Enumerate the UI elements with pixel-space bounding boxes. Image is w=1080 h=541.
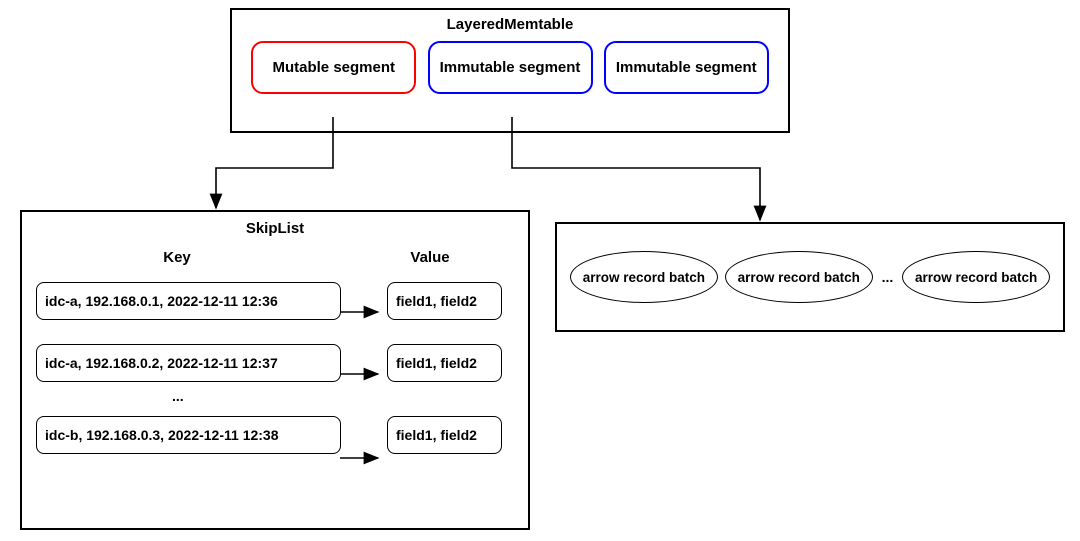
value-cell: field1, field2	[387, 344, 502, 382]
arrow-batch-box: arrow record batch arrow record batch ..…	[555, 222, 1065, 332]
mutable-segment: Mutable segment	[251, 41, 416, 94]
arrow-record-batch-node: arrow record batch	[725, 251, 873, 303]
skiplist-columns-header: Key Value	[22, 245, 528, 276]
immutable-segment-0: Immutable segment	[428, 41, 593, 94]
row-ellipsis: ...	[22, 388, 528, 410]
table-row: idc-b, 192.168.0.3, 2022-12-11 12:38 fie…	[22, 410, 528, 460]
arrow-record-batch-node: arrow record batch	[902, 251, 1050, 303]
key-cell: idc-a, 192.168.0.1, 2022-12-11 12:36	[36, 282, 341, 320]
arrow-record-batch-node: arrow record batch	[570, 251, 718, 303]
table-row: idc-a, 192.168.0.1, 2022-12-11 12:36 fie…	[22, 276, 528, 326]
arrow-batch-row: arrow record batch arrow record batch ..…	[557, 224, 1063, 330]
arrow-batch-ellipsis: ...	[880, 269, 896, 285]
value-cell: field1, field2	[387, 416, 502, 454]
layered-memtable-title: LayeredMemtable	[232, 10, 788, 41]
table-row: idc-a, 192.168.0.2, 2022-12-11 12:37 fie…	[22, 338, 528, 388]
skiplist-title: SkipList	[22, 212, 528, 245]
layered-memtable-box: LayeredMemtable Mutable segment Immutabl…	[230, 8, 790, 133]
column-header-key: Key	[22, 249, 332, 266]
immutable-segment-1: Immutable segment	[604, 41, 769, 94]
skiplist-box: SkipList Key Value idc-a, 192.168.0.1, 2…	[20, 210, 530, 530]
segments-row: Mutable segment Immutable segment Immuta…	[232, 41, 788, 94]
column-header-value: Value	[332, 249, 528, 266]
value-cell: field1, field2	[387, 282, 502, 320]
key-cell: idc-a, 192.168.0.2, 2022-12-11 12:37	[36, 344, 341, 382]
key-cell: idc-b, 192.168.0.3, 2022-12-11 12:38	[36, 416, 341, 454]
